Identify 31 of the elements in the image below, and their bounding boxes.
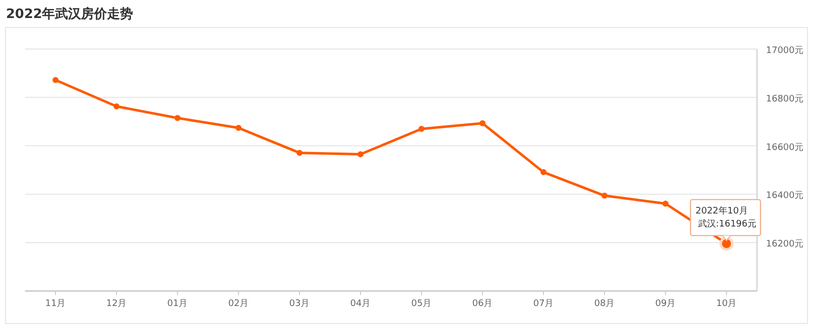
chart-title: 2022年武汉房价走势: [6, 6, 134, 22]
point: [662, 200, 668, 207]
x-tick-label: 06月: [472, 299, 493, 309]
point: [52, 76, 58, 83]
point: [418, 126, 424, 132]
point: [540, 169, 546, 176]
point: [602, 192, 608, 199]
point: [480, 120, 486, 126]
annotation: 武汉:16196元: [698, 218, 756, 230]
x-tick-label: 05月: [411, 299, 432, 309]
x-tick-label: 10月: [716, 299, 737, 309]
point: [236, 124, 242, 131]
y-tick-label: 16800元: [766, 93, 804, 104]
annotation: 2022年10月: [696, 206, 748, 217]
x-tick-label: 02月: [228, 299, 249, 309]
x-tick-label: 08月: [594, 299, 615, 309]
x-tick-label: 11月: [45, 299, 66, 309]
x-tick-label: 03月: [289, 299, 310, 309]
x-tick-label: 09月: [655, 299, 676, 309]
x-tick-label: 01月: [167, 299, 188, 309]
point: [358, 151, 364, 158]
y-tick-label: 17000元: [766, 45, 804, 56]
point: [296, 150, 302, 156]
x-tick-label: 07月: [533, 299, 554, 309]
point: [114, 103, 120, 110]
y-tick-label: 16400元: [766, 190, 804, 202]
y-tick-label: 16200元: [766, 238, 804, 250]
point: [174, 114, 180, 121]
x-tick-label: 12月: [106, 299, 127, 309]
x-tick-label: 04月: [350, 299, 371, 309]
y-tick-label: 16600元: [766, 142, 804, 153]
